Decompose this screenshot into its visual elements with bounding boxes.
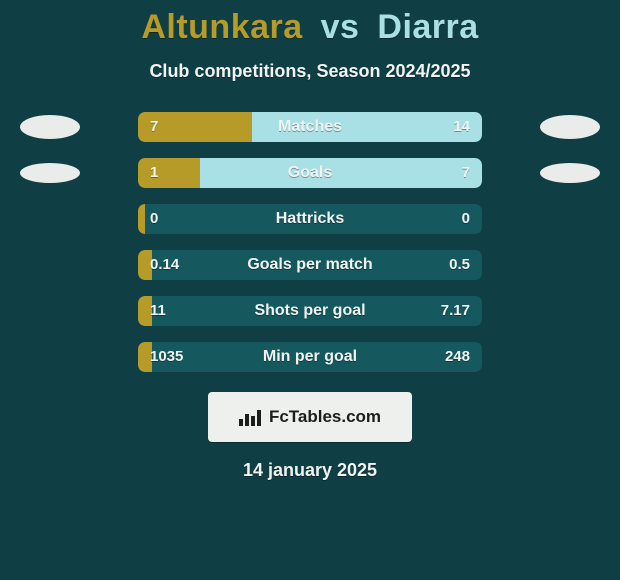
stat-row: 17Goals [138, 158, 482, 188]
stat-value-right: 7 [450, 158, 482, 188]
avatar-placeholder-icon [540, 115, 600, 139]
stat-value-left: 1 [138, 158, 170, 188]
avatar-placeholder-icon [20, 163, 80, 183]
avatar-placeholder-icon [20, 115, 80, 139]
stat-row: 117.17Shots per goal [138, 296, 482, 326]
stat-value-left: 11 [138, 296, 178, 326]
stat-row: 1035248Min per goal [138, 342, 482, 372]
stat-value-right: 14 [441, 112, 482, 142]
subtitle: Club competitions, Season 2024/2025 [0, 61, 620, 82]
comparison-infographic: Altunkara vs Diarra Club competitions, S… [0, 0, 620, 580]
stat-value-left: 0.14 [138, 250, 191, 280]
stat-value-right: 0.5 [437, 250, 482, 280]
stat-row: 0 0Hattricks [138, 204, 482, 234]
footer-brand: FcTables.com [269, 407, 381, 427]
stat-label: Hattricks [138, 204, 482, 234]
stat-value-left: 0 [138, 204, 170, 234]
stat-bar-right [200, 158, 482, 188]
stats-rows: 714Matches17Goals00Hattricks0.140.5Goals… [0, 112, 620, 388]
player1-name: Altunkara [141, 8, 302, 46]
page-title: Altunkara vs Diarra [0, 8, 620, 47]
footer-badge: FcTables.com [208, 392, 412, 442]
stat-value-right: 0 [450, 204, 482, 234]
avatar-placeholder-icon [540, 163, 600, 183]
left-player-icon [20, 143, 80, 203]
player2-name: Diarra [377, 8, 478, 46]
stat-value-left: 7 [138, 112, 170, 142]
stat-row: 714Matches [138, 112, 482, 142]
barchart-icon [239, 408, 261, 426]
stat-value-right: 7.17 [429, 296, 482, 326]
stat-row: 0.140.5Goals per match [138, 250, 482, 280]
stat-value-right: 248 [433, 342, 482, 372]
stat-value-left: 1035 [138, 342, 195, 372]
title-vs: vs [321, 8, 360, 46]
footer-date: 14 january 2025 [0, 460, 620, 481]
right-player-icon [540, 143, 600, 203]
